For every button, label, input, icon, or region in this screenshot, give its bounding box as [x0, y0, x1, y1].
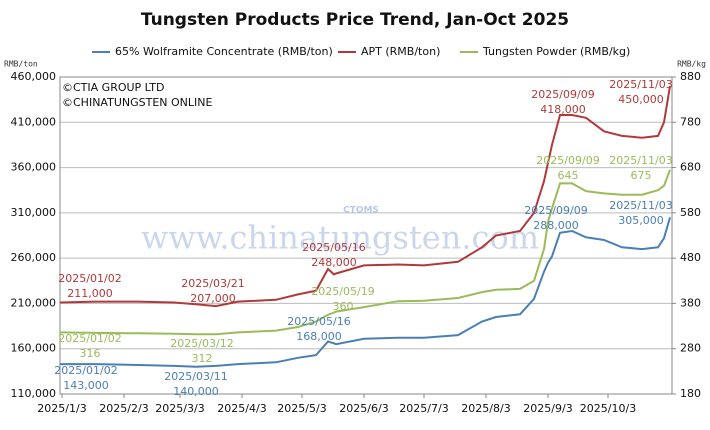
annotation: 316 [80, 347, 101, 360]
annotation: 207,000 [190, 292, 236, 305]
watermark: www.chinatungsten.com [141, 219, 539, 257]
annotation: 143,000 [63, 379, 109, 392]
annotation: 2025/11/03 [609, 78, 672, 91]
annotation: 2025/09/09 [524, 204, 587, 217]
annotation: 645 [558, 169, 579, 182]
annotation: 2025/01/02 [54, 364, 117, 377]
x-tick-label: 2025/2/3 [99, 402, 148, 415]
y-tick-label: 360,000 [11, 161, 57, 174]
x-tick-label: 2025/7/3 [399, 402, 448, 415]
annotation: 2025/03/21 [181, 277, 244, 290]
series-line [59, 169, 671, 336]
annotation: 2025/05/16 [302, 241, 365, 254]
x-tick-label: 2025/3/3 [155, 402, 204, 415]
y2-tick-label: 580 [680, 206, 701, 219]
annotation: 312 [192, 352, 213, 365]
y-tick-label: 110,000 [11, 387, 57, 400]
annotation: 2025/03/12 [170, 337, 233, 350]
y-tick-label: 310,000 [11, 206, 57, 219]
annotation: 248,000 [311, 256, 357, 269]
y2-axis-unit: RMB/kg [677, 60, 706, 69]
y-tick-label: 160,000 [11, 342, 57, 355]
series-line [59, 85, 671, 308]
annotation: 168,000 [296, 330, 342, 343]
annotation: 2025/11/03 [609, 199, 672, 212]
x-tick-label: 2025/8/3 [461, 402, 510, 415]
y2-tick-label: 780 [680, 115, 701, 128]
x-tick-label: 2025/4/3 [217, 402, 266, 415]
annotation: 2025/01/02 [58, 332, 121, 345]
x-tick-label: 2025/5/3 [277, 402, 326, 415]
annotation: 2025/09/09 [536, 154, 599, 167]
chart-title: Tungsten Products Price Trend, Jan-Oct 2… [141, 10, 569, 30]
annotation: 2025/09/09 [531, 88, 594, 101]
annotation: 2025/05/19 [311, 285, 374, 298]
x-tick-label: 2025/10/3 [580, 402, 636, 415]
watermark-logo: CTOMS [343, 206, 379, 216]
annotation: 2025/05/16 [287, 315, 350, 328]
legend-label: Tungsten Powder (RMB/kg) [482, 45, 630, 58]
y2-tick-label: 280 [680, 342, 701, 355]
annotation: 2025/01/02 [58, 272, 121, 285]
y-tick-label: 410,000 [11, 115, 57, 128]
y-axis-unit: RMB/ton [4, 60, 38, 69]
y2-tick-label: 480 [680, 251, 701, 264]
x-tick-label: 2025/6/3 [339, 402, 388, 415]
annotation: 140,000 [173, 385, 219, 398]
y-tick-label: 460,000 [11, 70, 57, 83]
annotation: 2025/11/03 [609, 154, 672, 167]
annotation: 450,000 [618, 93, 664, 106]
y2-tick-label: 680 [680, 161, 701, 174]
plot-frame [59, 76, 673, 395]
y2-tick-label: 180 [680, 387, 701, 400]
annotation: 305,000 [618, 214, 664, 227]
y2-tick-label: 880 [680, 70, 701, 83]
annotation: 2025/03/11 [164, 370, 227, 383]
x-tick-label: 2025/9/3 [523, 402, 572, 415]
annotation: 288,000 [533, 219, 579, 232]
series-line [60, 217, 671, 368]
copyright: ©CTIA GROUP LTD [62, 81, 164, 94]
legend-label: APT (RMB/ton) [361, 45, 440, 58]
annotation: 418,000 [540, 103, 586, 116]
annotation: 360 [333, 300, 354, 313]
annotation: 675 [631, 169, 652, 182]
copyright: ©CHINATUNGSTEN ONLINE [62, 96, 212, 109]
y-tick-label: 260,000 [11, 251, 57, 264]
y-tick-label: 210,000 [11, 296, 57, 309]
y2-tick-label: 380 [680, 296, 701, 309]
x-tick-label: 2025/1/3 [37, 402, 86, 415]
legend-label: 65% Wolframite Concentrate (RMB/ton) [115, 45, 333, 58]
annotation: 211,000 [67, 287, 113, 300]
